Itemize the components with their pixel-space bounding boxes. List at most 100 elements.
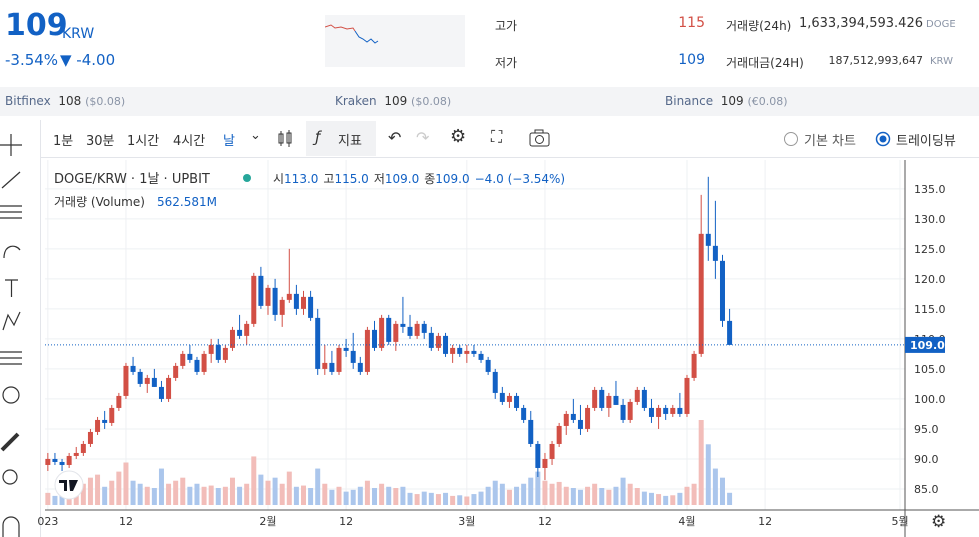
ohlc-legend: 시113.0 고115.0 저109.0 종109.0 −4.0 (−3.54%) — [273, 172, 565, 186]
y-tick-label: 85.0 — [914, 483, 939, 496]
candle-body — [151, 377, 157, 387]
fib-tool[interactable] — [0, 205, 22, 219]
candle-body — [173, 365, 179, 378]
crosshair-tool[interactable] — [0, 134, 22, 156]
settings-icon[interactable]: ⚙ — [931, 512, 946, 532]
interval[interactable]: 1분 — [53, 134, 74, 149]
candle-body — [229, 329, 235, 348]
candle-body — [684, 377, 690, 414]
volume-bar — [485, 486, 491, 505]
brush-tool[interactable] — [3, 245, 21, 259]
volume-bar — [435, 494, 441, 505]
candle-body — [499, 392, 505, 402]
prediction-tool[interactable] — [0, 351, 22, 365]
interval[interactable]: 날 — [223, 134, 235, 149]
candle-body — [421, 323, 427, 333]
low-value: 109 — [678, 52, 705, 68]
magnet-tool[interactable] — [2, 516, 20, 537]
measure-tool[interactable] — [0, 432, 20, 452]
candle-body — [308, 296, 314, 318]
volume-bar — [364, 480, 370, 505]
candle-body — [286, 293, 292, 300]
candle-body — [357, 362, 363, 372]
ticker-header: 109 KRW -3.54% ▼ -4.00 고가 115 저가 109 거래량… — [0, 0, 979, 86]
candle-body — [471, 350, 477, 354]
volume-bar — [443, 492, 449, 505]
grid — [45, 160, 905, 510]
candle-body — [705, 233, 711, 246]
candle-body — [144, 377, 150, 384]
emoji-tool[interactable] — [2, 386, 20, 404]
candle-body — [606, 395, 612, 408]
candle-body — [457, 347, 463, 354]
volume-bar — [357, 486, 363, 505]
candle-body — [563, 413, 569, 426]
volume-bar — [229, 477, 235, 505]
interval[interactable]: 4시간 — [173, 134, 206, 149]
indicator-icon: ƒ — [315, 128, 321, 146]
volume-bar — [272, 477, 278, 505]
volume-bar — [464, 496, 470, 505]
interval[interactable]: 1시간 — [127, 134, 160, 149]
volume-bar — [727, 492, 733, 505]
screenshot[interactable] — [529, 129, 551, 147]
volume-bar — [194, 483, 200, 505]
undo[interactable]: ↶ — [388, 128, 402, 147]
zoom-tool[interactable] — [2, 469, 18, 485]
status-dot — [243, 174, 251, 182]
x-tick-label: 5월 — [891, 515, 908, 528]
volume-bar — [300, 485, 306, 505]
volume-bar — [158, 468, 164, 505]
volume-bar — [173, 480, 179, 505]
fullscreen[interactable]: ⛶ — [491, 127, 503, 146]
trendline-tool[interactable] — [1, 171, 21, 189]
volume-bar — [116, 471, 122, 505]
candle-body — [116, 395, 122, 408]
candle-type-button[interactable] — [276, 129, 294, 149]
candle-body — [627, 401, 633, 420]
volume-bar — [592, 483, 598, 505]
radio-selected[interactable] — [875, 131, 891, 147]
volume-bar — [379, 483, 385, 505]
volume-bar — [684, 486, 690, 505]
candle-body — [265, 287, 271, 306]
ohlc-change: −4.0 (−3.54%) — [475, 172, 566, 186]
candle-body — [407, 326, 413, 336]
candle-body — [464, 350, 470, 354]
interval[interactable]: 30분 — [86, 134, 115, 149]
candle-body — [87, 431, 93, 444]
indicator-button[interactable] — [306, 121, 376, 156]
x-tick-label: 12 — [119, 515, 133, 528]
chart: 85.090.095.0100.0105.0110.0115.0120.0125… — [37, 160, 979, 537]
volume-legend-value: 562.581M — [157, 195, 217, 209]
volume-bar — [123, 462, 129, 505]
candle-body — [719, 260, 725, 321]
candle-body — [237, 329, 243, 336]
volume-bar — [414, 494, 420, 505]
interval-dropdown[interactable]: ⌄ — [250, 128, 261, 143]
volume-value: 1,633,394,593.426 — [798, 16, 923, 31]
pattern-tool[interactable] — [2, 311, 21, 331]
text-tool[interactable] — [5, 279, 18, 297]
candle-body — [130, 365, 136, 372]
volume-bar — [180, 477, 186, 505]
settings[interactable]: ⚙ — [450, 126, 467, 147]
indicator-label[interactable]: 지표 — [338, 134, 362, 149]
candle-body — [549, 443, 555, 459]
y-tick-label: 100.0 — [914, 393, 946, 406]
volume-bar — [237, 486, 243, 505]
volume-bar — [450, 495, 456, 505]
exchange-usd: ($0.08) — [85, 95, 126, 108]
view-option[interactable]: 트레이딩뷰 — [896, 134, 956, 149]
volume-bar — [506, 489, 512, 505]
radio[interactable] — [783, 131, 799, 147]
candle-body — [414, 323, 420, 336]
volume-bar — [641, 491, 647, 505]
candle-body — [435, 335, 441, 348]
candle-body — [45, 458, 51, 465]
candle-body — [698, 233, 704, 354]
redo[interactable]: ↷ — [416, 128, 430, 147]
view-option[interactable]: 기본 차트 — [804, 134, 856, 149]
volume-bar — [343, 491, 349, 505]
y-tick-label: 105.0 — [914, 363, 946, 376]
